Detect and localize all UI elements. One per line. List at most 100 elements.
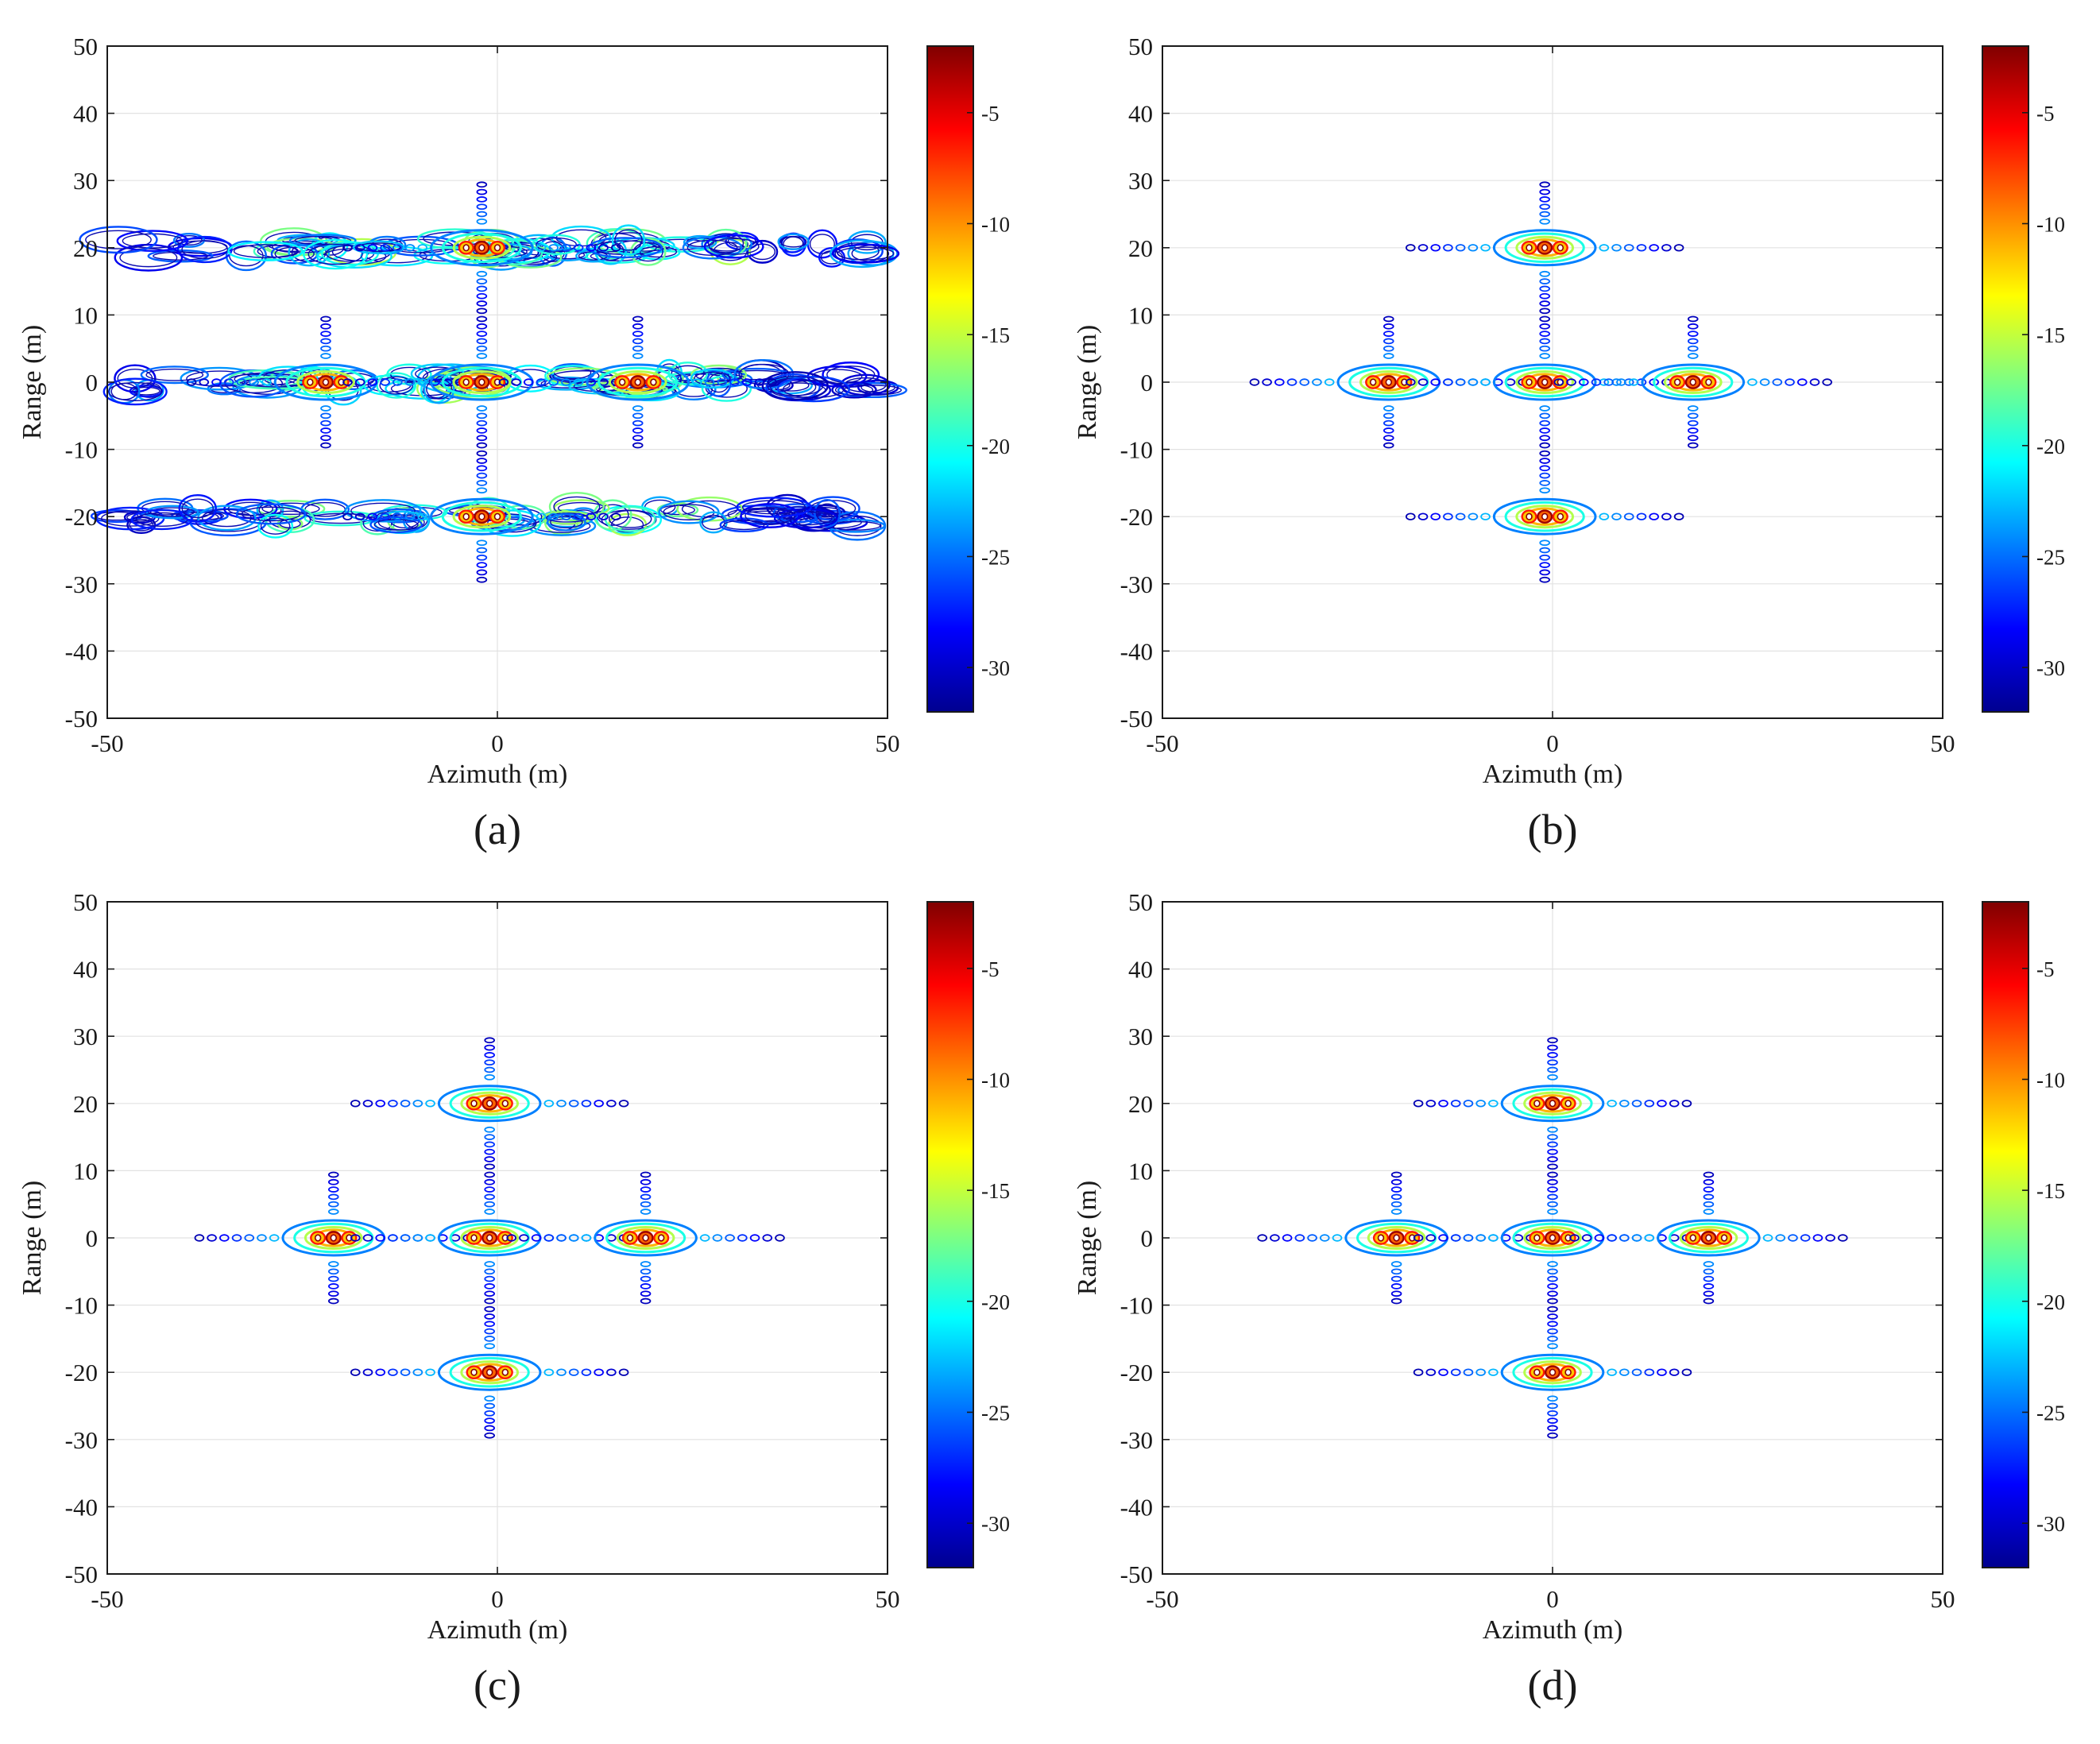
y-tick-label: -40 (1120, 637, 1153, 665)
sidelobe-range (1547, 1052, 1558, 1058)
sidelobe-range (327, 1178, 339, 1185)
colorbar-tick-label: -15 (2036, 323, 2065, 347)
sidelobe-azimuth (581, 1100, 592, 1108)
contour-ring (1500, 1353, 1605, 1391)
sidelobe-range (476, 487, 488, 494)
y-axis-label: Range (m) (17, 1181, 47, 1295)
point-target (1500, 1085, 1605, 1123)
mainlobe-core (1705, 378, 1712, 386)
sidelobe-azimuth (1488, 1234, 1499, 1242)
smear-outline (608, 509, 652, 528)
sidelobe-range (476, 554, 488, 561)
sidelobe-range (327, 1171, 339, 1178)
contour-ring (1515, 505, 1575, 529)
smear-outline (357, 242, 401, 253)
smear-blob (761, 371, 829, 401)
sidelobe-azimuth (1669, 1100, 1680, 1108)
sidelobe-range (484, 1395, 495, 1402)
sidelobe-range (640, 1297, 652, 1305)
smear-blob (257, 513, 294, 539)
sidelobe-range (1383, 427, 1394, 434)
sidelobe-azimuth (754, 378, 765, 386)
sidelobe-azimuth (581, 1234, 592, 1242)
sidelobe-range (1703, 1261, 1715, 1267)
x-axis-label: Azimuth (m) (427, 1615, 568, 1645)
point-target (594, 1219, 698, 1257)
sidelobe-azimuth (375, 1100, 386, 1108)
sidelobe-azimuth (367, 512, 378, 520)
point-target (1500, 1353, 1605, 1391)
smear-blob (288, 238, 331, 267)
sidelobe-range (1539, 435, 1550, 442)
mainlobe-core (1393, 1234, 1400, 1242)
sidelobe-azimuth (1468, 512, 1479, 520)
panel-label: (b) (1528, 806, 1578, 853)
y-tick-label: 50 (1128, 888, 1153, 916)
mainlobe-core (634, 378, 641, 386)
contour-ring (452, 369, 512, 395)
sidelobe-azimuth (741, 378, 752, 386)
sidelobe-range (320, 315, 331, 323)
sidelobe-range (1390, 1193, 1402, 1201)
sidelobe-azimuth (556, 1368, 567, 1376)
smear-outline (614, 229, 643, 251)
sidelobe-azimuth (388, 1100, 398, 1108)
sidelobe-range (1539, 196, 1550, 203)
colorbar-tick-label: -30 (981, 1512, 1010, 1536)
sidelobe-range (1547, 1037, 1558, 1044)
sidelobe-range (1547, 1193, 1558, 1201)
sidelobe-range (1539, 338, 1550, 345)
sidelobe-azimuth (350, 1100, 361, 1108)
contour-ring (1367, 1225, 1426, 1251)
mainlobe-core (1401, 378, 1408, 386)
mainlobe-core (501, 1100, 509, 1108)
panel-label: (c) (474, 1661, 521, 1709)
sidelobe-azimuth (704, 378, 715, 386)
sidelobe-azimuth (1599, 512, 1610, 520)
sidelobe-azimuth (523, 378, 534, 386)
sidelobe-azimuth (1475, 1234, 1486, 1242)
sidelobe-range (484, 1275, 495, 1282)
sidelobe-azimuth (598, 512, 609, 520)
sidelobe-azimuth (1438, 1234, 1448, 1242)
sidelobe-range (1687, 331, 1699, 337)
smear-blob (140, 365, 209, 385)
sidelobe-range (1539, 188, 1550, 195)
contour-ring (594, 1219, 698, 1257)
colorbar-tick-label: -20 (2036, 1290, 2065, 1314)
chart-panel-c: -50 -40 -30 -20 -10 0 10 20 30 40 50 -50 0 50 Azimuth … (17, 888, 1010, 1709)
sidelobe-range (476, 539, 488, 547)
sidelobe-range (1539, 458, 1550, 464)
sidelobe-range (1383, 345, 1394, 352)
sidelobe-range (1539, 315, 1550, 323)
smear-outline (261, 502, 320, 516)
colorbar-tick-label: -30 (981, 656, 1010, 680)
sidelobe-azimuth (606, 1368, 617, 1376)
y-tick-label: 0 (86, 369, 99, 396)
sidelobe-azimuth (1463, 1234, 1474, 1242)
sidelobe-range (476, 458, 488, 464)
mainlobe-core (1533, 1368, 1541, 1376)
sidelobe-range (476, 292, 488, 300)
sidelobe-range (1539, 576, 1550, 583)
smear-outline (260, 517, 291, 535)
x-tick-label: -50 (91, 729, 123, 757)
sidelobe-range (1703, 1201, 1715, 1208)
sidelobe-range (1539, 353, 1550, 359)
sidelobe-azimuth (380, 512, 390, 520)
y-axis-label: Range (m) (1073, 1181, 1102, 1295)
y-axis-label: Range (m) (1073, 325, 1102, 439)
contour-ring (449, 1356, 530, 1388)
sidelobe-azimuth (548, 244, 559, 252)
sidelobe-range (1390, 1283, 1402, 1290)
colorbar-tick-label: -5 (981, 957, 1000, 981)
sidelobe-azimuth (1274, 378, 1285, 386)
sidelobe-range (1687, 412, 1699, 420)
sidelobe-azimuth (412, 1368, 423, 1376)
contour-ring (1492, 229, 1597, 267)
sidelobe-range (1539, 442, 1550, 449)
mainlobe-core (1541, 244, 1549, 252)
sidelobe-azimuth (1591, 378, 1602, 386)
sidelobe-range (1539, 480, 1550, 486)
sidelobe-range (632, 315, 644, 323)
